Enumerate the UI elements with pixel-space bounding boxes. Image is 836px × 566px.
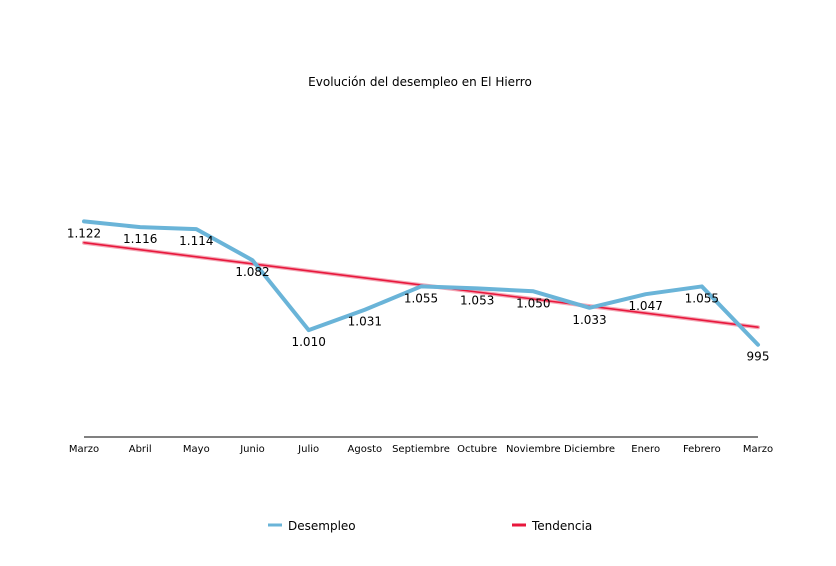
x-tick-label: Junio <box>239 444 265 455</box>
x-tick-label: Octubre <box>457 444 497 455</box>
desempleo-point <box>589 307 590 309</box>
data-label: 1.031 <box>348 315 382 329</box>
legend: Desempleo Tendencia <box>268 519 592 533</box>
data-label: 1.122 <box>67 226 101 240</box>
x-tick-label: Febrero <box>683 444 721 455</box>
data-label: 1.050 <box>516 296 550 310</box>
data-label: 1.055 <box>685 291 719 305</box>
desempleo-point <box>364 309 366 311</box>
x-tick-label: Enero <box>631 444 660 455</box>
chart-title: Evolución del desempleo en El Hierro <box>308 75 532 89</box>
data-label: 1.114 <box>179 234 213 248</box>
x-tick-label: Marzo <box>69 444 99 455</box>
data-label: 1.055 <box>404 291 438 305</box>
desempleo-point <box>195 228 197 230</box>
data-label: 1.010 <box>291 335 325 349</box>
desempleo-point <box>308 329 310 331</box>
plot-area: Marzo Abril Mayo Junio Julio Agosto Septiembre… <box>67 219 773 455</box>
x-tick-label: Septiembre <box>392 444 450 455</box>
desempleo-point <box>645 293 647 295</box>
legend-item-desempleo: Desempleo <box>268 519 356 533</box>
desempleo-point <box>139 226 141 228</box>
x-tick-label: Marzo <box>743 444 773 455</box>
desempleo-point <box>532 290 534 292</box>
x-tick-label: Julio <box>297 444 319 455</box>
desempleo-point <box>757 344 759 346</box>
legend-label: Tendencia <box>531 519 592 533</box>
legend-item-tendencia: Tendencia <box>512 519 592 533</box>
data-label: 1.033 <box>572 313 606 327</box>
data-label: 1.116 <box>123 232 157 246</box>
legend-label: Desempleo <box>288 519 356 533</box>
desempleo-point <box>83 220 85 222</box>
x-tick-label: Diciembre <box>564 444 615 455</box>
data-label: 1.047 <box>628 299 662 313</box>
data-label: 995 <box>747 350 770 364</box>
desempleo-point <box>476 287 478 289</box>
desempleo-point <box>252 259 253 261</box>
x-tick-label: Noviembre <box>506 444 561 455</box>
x-tick-label: Agosto <box>348 444 383 455</box>
desempleo-point <box>701 285 703 287</box>
desempleo-point <box>420 285 422 287</box>
data-label: 1.082 <box>235 265 269 279</box>
x-tick-label: Mayo <box>183 444 210 455</box>
data-label: 1.053 <box>460 293 494 307</box>
x-tick-label: Abril <box>129 444 152 455</box>
